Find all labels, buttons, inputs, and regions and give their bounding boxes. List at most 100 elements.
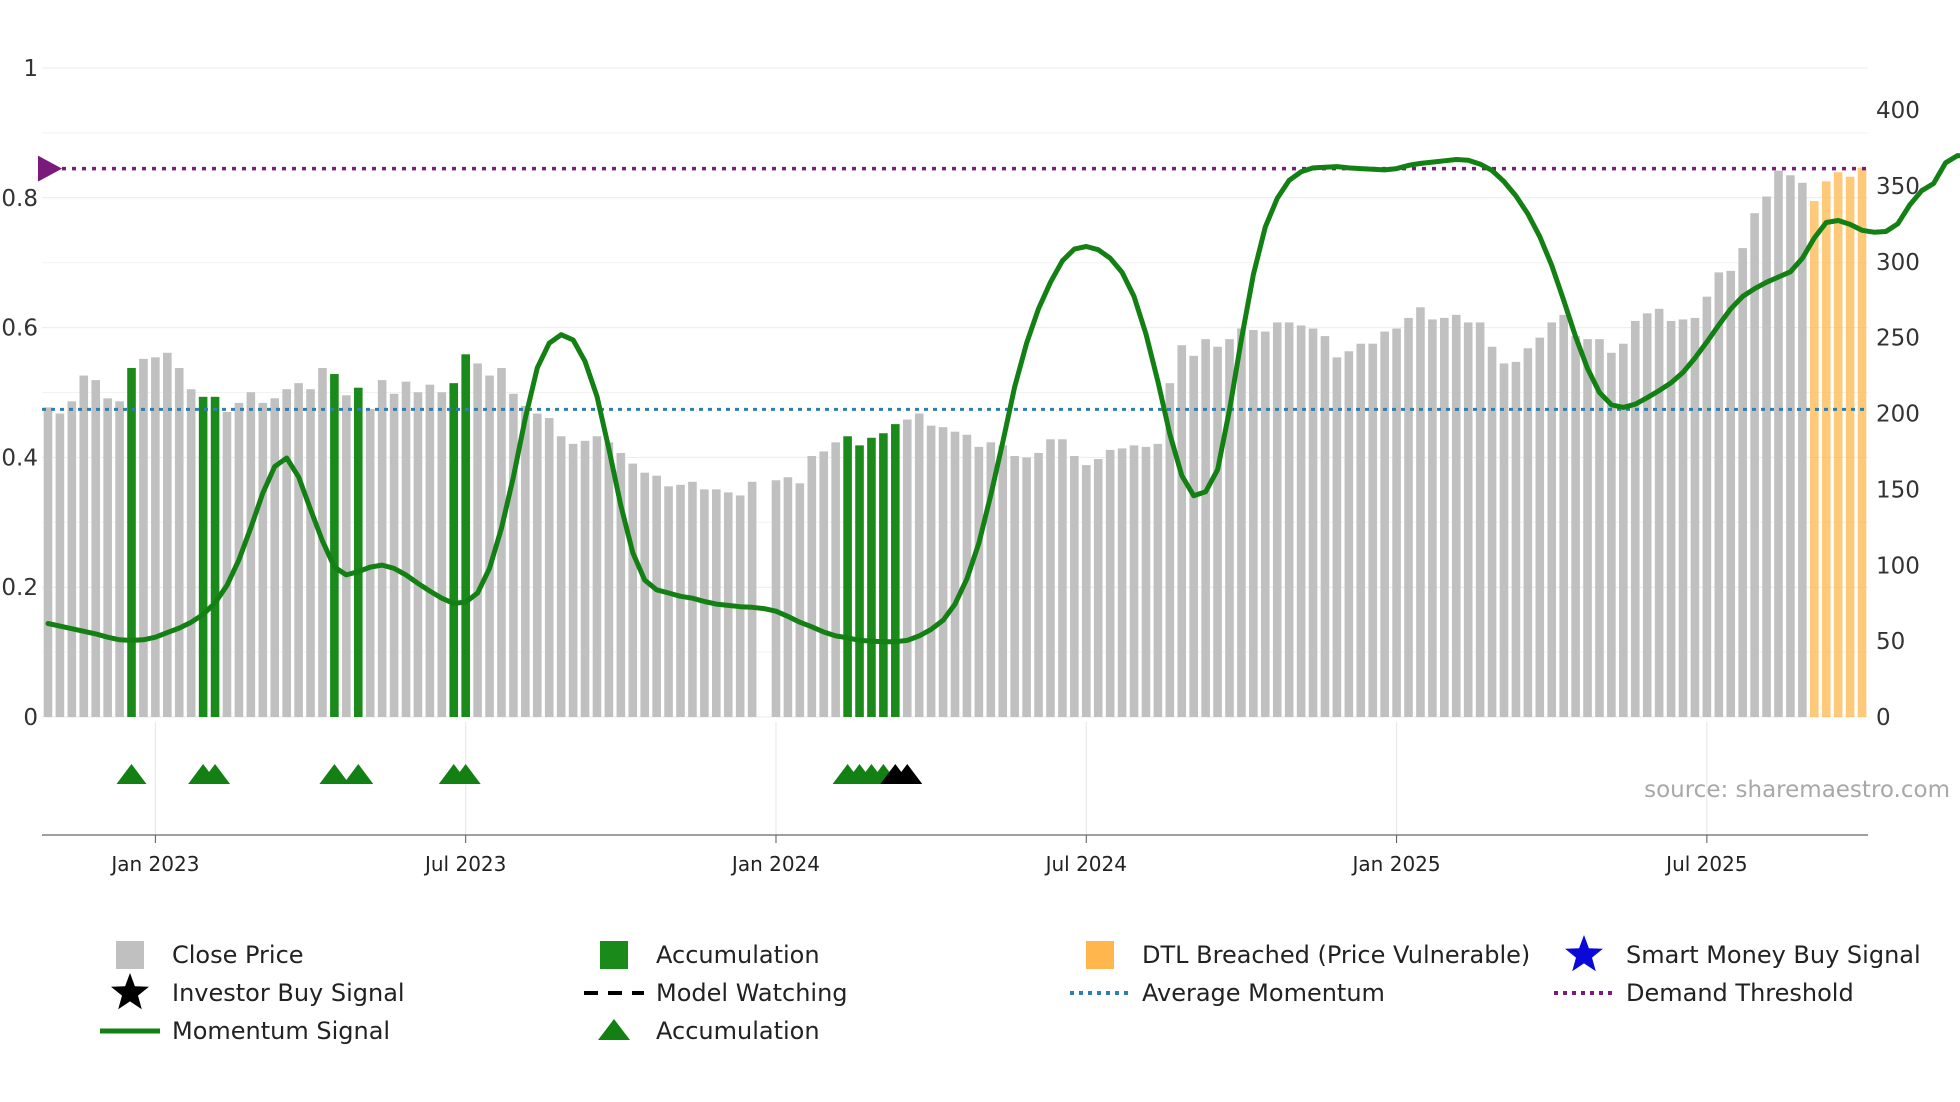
accumulation-marker bbox=[450, 764, 481, 784]
price-bar bbox=[1249, 330, 1258, 717]
price-bar bbox=[413, 392, 423, 717]
price-bar bbox=[1642, 313, 1652, 717]
price-bar bbox=[819, 451, 829, 717]
price-bar bbox=[628, 463, 638, 717]
price-bar bbox=[938, 427, 948, 717]
price-bars bbox=[43, 167, 1867, 718]
price-bar bbox=[1690, 317, 1700, 717]
right-tick-label: 250 bbox=[1876, 326, 1920, 352]
legend-star-icon bbox=[1565, 935, 1603, 972]
price-bar bbox=[1666, 320, 1676, 717]
legend-label: Smart Money Buy Signal bbox=[1626, 941, 1921, 969]
price-bar bbox=[1774, 170, 1783, 717]
price-bar bbox=[174, 367, 184, 717]
price-bar bbox=[306, 389, 315, 717]
accumulation-bar bbox=[353, 387, 363, 717]
accumulation-marker bbox=[319, 764, 350, 784]
price-bar bbox=[974, 446, 984, 717]
dtl-bar bbox=[1809, 201, 1819, 718]
legend-star-icon bbox=[111, 973, 149, 1010]
price-bar bbox=[389, 393, 399, 717]
legend-label: Momentum Signal bbox=[172, 1017, 390, 1045]
price-bar bbox=[294, 383, 303, 717]
accumulation-bar bbox=[127, 367, 136, 717]
price-bar bbox=[1189, 355, 1198, 717]
accumulation-bar bbox=[330, 374, 339, 717]
accumulation-bar bbox=[855, 445, 864, 717]
price-bar bbox=[1201, 339, 1210, 717]
price-bar bbox=[1010, 455, 1019, 717]
price-bar bbox=[771, 480, 781, 717]
accumulation-bar bbox=[210, 396, 220, 717]
price-bar bbox=[1571, 336, 1580, 717]
price-bar bbox=[1702, 296, 1712, 717]
dtl-bar bbox=[1833, 172, 1843, 717]
right-tick-label: 150 bbox=[1876, 477, 1920, 503]
price-bar bbox=[1463, 322, 1473, 717]
price-bar bbox=[1416, 307, 1425, 717]
accumulation-bar bbox=[843, 436, 852, 717]
price-bar bbox=[902, 419, 912, 717]
price-bar bbox=[43, 407, 53, 717]
left-tick-label: 0.6 bbox=[1, 316, 38, 342]
price-bar bbox=[1034, 452, 1043, 717]
price-bar bbox=[521, 405, 530, 717]
price-bar bbox=[616, 452, 626, 717]
price-bar bbox=[1368, 343, 1378, 717]
price-bar bbox=[163, 352, 172, 717]
price-bar bbox=[1404, 317, 1413, 717]
right-tick-label: 50 bbox=[1876, 629, 1905, 655]
price-bar bbox=[831, 442, 840, 717]
price-bar bbox=[1738, 248, 1747, 717]
price-bar bbox=[1440, 317, 1449, 717]
price-bar bbox=[91, 380, 101, 717]
dtl-bar bbox=[1821, 181, 1831, 717]
signal-markers bbox=[116, 764, 923, 784]
right-tick-label: 350 bbox=[1876, 174, 1920, 200]
legend-label: Accumulation bbox=[656, 941, 820, 969]
price-bar bbox=[986, 442, 996, 717]
price-bar bbox=[437, 392, 447, 717]
price-bar bbox=[1714, 272, 1724, 717]
price-bar bbox=[1451, 314, 1461, 717]
x-tick-label: Jan 2023 bbox=[109, 852, 199, 876]
price-bar bbox=[1630, 320, 1640, 717]
source-label: source: sharemaestro.com bbox=[1644, 777, 1950, 803]
price-bar bbox=[1523, 348, 1533, 717]
price-bar bbox=[1308, 328, 1318, 717]
legend-label: Demand Threshold bbox=[1626, 979, 1854, 1007]
price-bar bbox=[1046, 439, 1055, 717]
momentum-signal-line bbox=[45, 153, 1960, 645]
price-bar bbox=[1261, 331, 1270, 717]
price-bar bbox=[1117, 448, 1127, 717]
price-bar bbox=[532, 413, 542, 717]
legend-label: Investor Buy Signal bbox=[172, 979, 405, 1007]
left-tick-label: 0.8 bbox=[1, 186, 38, 212]
x-tick-label: Jul 2023 bbox=[423, 852, 506, 876]
price-bar bbox=[67, 401, 77, 717]
left-tick-label: 1 bbox=[23, 56, 38, 82]
price-bar bbox=[473, 363, 482, 717]
price-bar bbox=[556, 436, 566, 717]
price-bar bbox=[1022, 457, 1031, 717]
price-bar bbox=[186, 389, 196, 717]
price-bar bbox=[1583, 339, 1592, 717]
price-bar bbox=[914, 413, 924, 717]
legend-label: Average Momentum bbox=[1142, 979, 1385, 1007]
price-bar bbox=[1177, 345, 1187, 717]
accumulation-marker bbox=[116, 764, 147, 784]
price-bar bbox=[580, 440, 590, 717]
price-bar bbox=[1320, 336, 1330, 717]
price-bar bbox=[1475, 322, 1485, 717]
accumulation-bar bbox=[198, 396, 208, 717]
left-tick-label: 0.4 bbox=[1, 445, 38, 471]
right-tick-label: 400 bbox=[1876, 98, 1920, 124]
price-bar bbox=[246, 392, 256, 717]
price-bar bbox=[568, 443, 578, 717]
dtl-bar bbox=[1857, 167, 1867, 718]
price-bar bbox=[485, 375, 494, 717]
price-bar bbox=[79, 375, 89, 717]
price-bar bbox=[1726, 270, 1736, 717]
demand-threshold-marker bbox=[38, 155, 62, 182]
